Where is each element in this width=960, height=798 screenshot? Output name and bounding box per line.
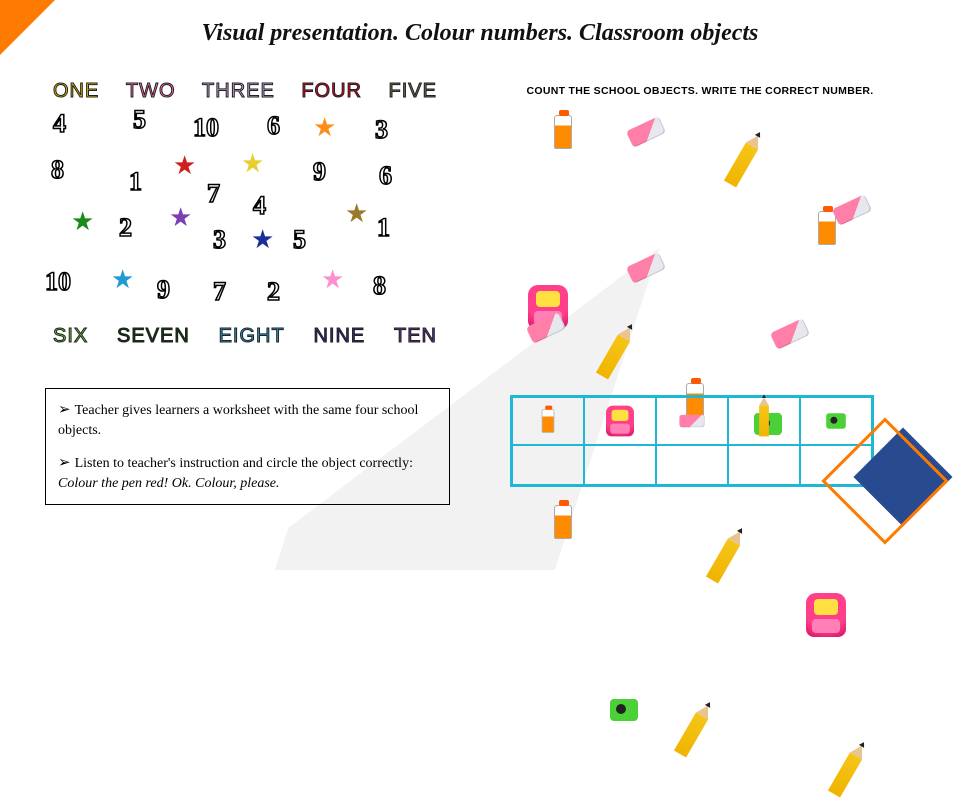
scatter-digit: 4 — [253, 191, 266, 221]
instruction-em: Colour the pen red! Ok. Colour, please. — [58, 476, 280, 491]
glue-icon — [818, 211, 836, 245]
answer-icon-cell — [656, 397, 728, 445]
answer-blank-cell — [656, 445, 728, 485]
worksheet-panel: COUNT THE SCHOOL OBJECTS. WRITE THE CORR… — [500, 85, 900, 364]
scatter-digit: 6 — [379, 161, 392, 191]
number-word: TEN — [394, 325, 437, 348]
scatter-digit: 8 — [51, 155, 64, 185]
eraser-icon — [832, 194, 872, 226]
star-icon: ★ — [71, 209, 94, 235]
number-words-top: ONE TWO THREE FOUR FIVE — [45, 80, 445, 103]
pencil-icon — [759, 406, 769, 437]
scatter-digit: 10 — [193, 113, 219, 143]
worksheet-heading: COUNT THE SCHOOL OBJECTS. WRITE THE CORR… — [500, 85, 900, 97]
scatter-digit: 1 — [129, 167, 142, 197]
pencil-icon — [706, 538, 740, 583]
number-word: SEVEN — [117, 325, 190, 348]
scatter-digit: 5 — [293, 225, 306, 255]
scatter-digit: 8 — [373, 271, 386, 301]
sharpener-icon — [826, 413, 846, 428]
eraser-icon — [679, 415, 704, 428]
scatter-digit: 9 — [157, 275, 170, 305]
star-icon: ★ — [321, 267, 344, 293]
pencil-icon — [674, 712, 708, 757]
instruction-line-2: ➢Listen to teacher's instruction and cir… — [58, 452, 437, 495]
number-word: ONE — [53, 80, 99, 103]
number-word: FOUR — [301, 80, 362, 103]
star-icon: ★ — [169, 205, 192, 231]
glue-icon — [554, 115, 572, 149]
number-scatter: 4510638174962351109728★★★★★★★★★ — [45, 109, 445, 319]
star-icon: ★ — [251, 227, 274, 253]
backpack-icon — [806, 593, 846, 637]
scatter-digit: 6 — [267, 111, 280, 141]
number-word: NINE — [313, 325, 365, 348]
eraser-icon — [626, 116, 666, 148]
number-word: TWO — [126, 80, 176, 103]
corner-diamond — [840, 436, 930, 526]
answer-icon-cell — [512, 397, 584, 445]
eraser-icon — [770, 318, 810, 350]
scatter-digit: 5 — [133, 105, 146, 135]
instruction-text-1: Teacher gives learners a worksheet with … — [58, 403, 418, 438]
diamond-outer — [821, 417, 948, 544]
pencil-icon — [828, 752, 862, 797]
scatter-digit: 2 — [119, 213, 132, 243]
scatter-digit: 3 — [375, 115, 388, 145]
pencil-icon — [724, 142, 758, 187]
scatter-digit: 2 — [267, 277, 280, 307]
scatter-digit: 3 — [213, 225, 226, 255]
number-word: EIGHT — [219, 325, 285, 348]
star-icon: ★ — [313, 115, 336, 141]
scatter-digit: 7 — [207, 179, 220, 209]
instruction-text-2: Listen to teacher's instruction and circ… — [75, 456, 413, 471]
backpack-icon — [606, 406, 634, 437]
glue-icon — [554, 505, 572, 539]
glue-icon — [542, 409, 555, 433]
slide-title: Visual presentation. Colour numbers. Cla… — [0, 20, 960, 47]
number-words-bottom: SIX SEVEN EIGHT NINE TEN — [45, 325, 445, 348]
number-word: THREE — [202, 80, 275, 103]
numbers-panel: ONETWOTHREEFOURFIVE 45106381749623511097… — [45, 80, 445, 370]
number-word: SIX — [53, 325, 88, 348]
answer-icon-cell — [728, 397, 800, 445]
scatter-digit: 4 — [53, 109, 66, 139]
answer-blank-cell — [728, 445, 800, 485]
pencil-icon — [596, 334, 630, 379]
scatter-digit: 1 — [377, 213, 390, 243]
eraser-icon — [626, 252, 666, 284]
scatter-digit: 10 — [45, 267, 71, 297]
star-icon: ★ — [111, 267, 134, 293]
instruction-box: ➢Teacher gives learners a worksheet with… — [45, 388, 450, 505]
objects-scatter — [510, 109, 890, 364]
star-icon: ★ — [241, 151, 264, 177]
answer-icon-cell — [584, 397, 656, 445]
scatter-digit: 7 — [213, 277, 226, 307]
star-icon: ★ — [173, 153, 196, 179]
answer-blank-cell — [512, 445, 584, 485]
instruction-line-1: ➢Teacher gives learners a worksheet with… — [58, 399, 437, 442]
number-word: FIVE — [389, 80, 437, 103]
answer-grid — [510, 395, 874, 487]
answer-blank-cell — [584, 445, 656, 485]
sharpener-icon — [610, 699, 638, 721]
scatter-digit: 9 — [313, 157, 326, 187]
star-icon: ★ — [345, 201, 368, 227]
